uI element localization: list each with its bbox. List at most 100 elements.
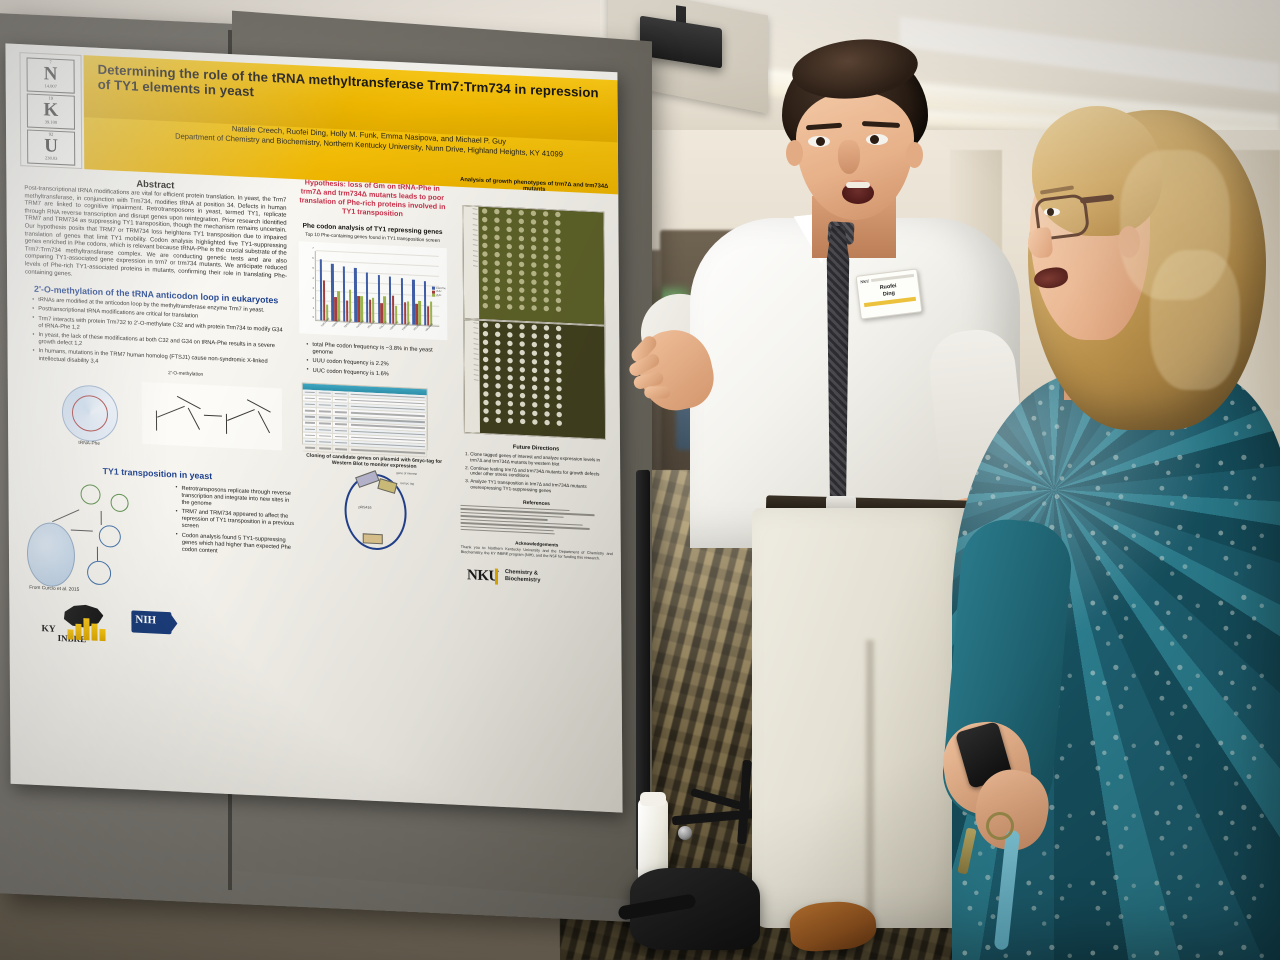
list-item: Codon analysis found 5 TY1-suppressing g… bbox=[177, 532, 295, 559]
poster-column-right: Analysis of growth phenotypes of trm7Δ a… bbox=[458, 177, 613, 598]
abstract-text: Post-transcriptional tRNA modifications … bbox=[24, 185, 287, 280]
table-cell bbox=[317, 445, 334, 452]
table-cell bbox=[332, 396, 349, 403]
plasmid-feature-marker bbox=[362, 533, 383, 544]
table-cell bbox=[302, 389, 317, 396]
chart-bar-group: YDR091C bbox=[331, 252, 342, 328]
chart-legend-item: UUC bbox=[431, 293, 446, 297]
plasmid-feature-label-2: 6xmyc tag bbox=[400, 480, 415, 486]
chart-bar-group: YBR136W bbox=[342, 252, 353, 329]
nih-logo: NIH bbox=[131, 610, 178, 635]
chart-bar-group: YNL271C bbox=[377, 254, 388, 330]
growth-plate-image-2: —— —— —— —— —— —— —— —— —— —— —— —— bbox=[463, 319, 606, 440]
phe-codon-bar-chart: 0 1 2 3 4 5 6 7 YGR198W YDR091C YBR136W YLR106C YKL2… bbox=[298, 241, 448, 344]
table-cell bbox=[302, 401, 317, 408]
methylation-bullets: tRNAs are modified at the anticodon loop… bbox=[33, 297, 287, 375]
table-cell bbox=[332, 421, 349, 428]
chart-bar-group: YGR198W bbox=[319, 251, 330, 328]
nku-cell-letter: U bbox=[44, 135, 59, 157]
poster-column-left: Abstract Post-transcriptional tRNA modif… bbox=[24, 172, 294, 659]
chart-legend-label: UUC bbox=[435, 293, 442, 297]
trna-figure-label: tRNA-Phe bbox=[78, 440, 101, 447]
table-cell bbox=[303, 444, 318, 451]
table-cell bbox=[333, 433, 350, 440]
table-cell bbox=[332, 409, 349, 416]
table-cell bbox=[316, 414, 333, 421]
visitor-eye bbox=[1044, 208, 1060, 216]
chart-y-tick: 7 bbox=[312, 246, 314, 251]
table-cell bbox=[332, 403, 349, 409]
table-cell bbox=[302, 426, 318, 433]
table-cell bbox=[316, 402, 333, 409]
nku-cell-letter: K bbox=[43, 99, 59, 121]
chart-y-tick: 1 bbox=[312, 305, 315, 310]
nku-cell-mass: 238.03 bbox=[45, 155, 58, 161]
presenter-ear-right bbox=[906, 142, 923, 168]
codon-notes: total Phe codon frequency is ~3.8% in th… bbox=[307, 342, 447, 381]
list-item: TRM7 and TRM734 appeared to affect the r… bbox=[177, 509, 295, 536]
presenter-nose bbox=[838, 140, 860, 174]
table-cell bbox=[332, 390, 349, 397]
chart-y-tick: 6 bbox=[312, 256, 314, 261]
nku-periodic-logo: 7 N 14.007 19 K 39.100 92 U 238.03 bbox=[19, 52, 83, 170]
table-cell bbox=[333, 446, 350, 453]
methylation-figure-label: 2'-O-methylation bbox=[168, 370, 204, 378]
table-cell bbox=[302, 420, 317, 427]
presenter-tie bbox=[826, 226, 850, 506]
poster-accent-bars bbox=[67, 613, 123, 642]
candidate-gene-table-figure bbox=[300, 382, 448, 457]
table-cell bbox=[317, 433, 334, 440]
ty1-lifecycle-diagram bbox=[26, 475, 167, 594]
table-cell bbox=[316, 427, 334, 433]
chart-bar-group: YKL203C bbox=[365, 253, 376, 330]
research-poster: 7 N 14.007 19 K 39.100 92 U 238.03 Deter… bbox=[5, 43, 623, 813]
nku-department-logo: NKU Chemistry & Biochemistry bbox=[461, 565, 613, 598]
poster-column-middle: Hypothesis: loss of Gm on tRNA-Phe in tr… bbox=[298, 177, 449, 552]
presenter-leg-seam bbox=[866, 640, 874, 930]
chart-y-tick: 2 bbox=[312, 295, 315, 300]
chart-y-tick: 0 bbox=[312, 315, 315, 320]
plate-strain-label: —— bbox=[473, 378, 479, 382]
plasmid-name-label: pRS416 bbox=[358, 504, 372, 510]
references-lines bbox=[460, 504, 612, 538]
list-item: Retrotransposons replicate through rever… bbox=[176, 485, 294, 512]
presenter-teeth bbox=[846, 182, 870, 188]
chart-y-tick: 3 bbox=[312, 285, 315, 290]
chart-legend: total Phe UUU UUC bbox=[431, 286, 446, 297]
nku-cell-letter: N bbox=[43, 63, 58, 85]
cell-outline bbox=[26, 521, 76, 588]
table-cell bbox=[303, 438, 318, 445]
table-cell bbox=[316, 408, 333, 415]
table-cell bbox=[332, 415, 349, 422]
chart-bar-group: YPL082C bbox=[412, 256, 422, 332]
plate-strain-label: —— bbox=[473, 264, 478, 268]
presenter-eye-right bbox=[866, 134, 888, 145]
table-cell bbox=[316, 389, 333, 396]
badge-org: NKU bbox=[860, 278, 870, 285]
gene-table bbox=[301, 382, 429, 457]
table-cell bbox=[303, 432, 318, 439]
growth-plate-image-1: —— —— —— —— —— —— —— —— —— —— —— —— bbox=[462, 204, 606, 326]
methylation-figure-row: 2'-O-methylation tRNA-Phe bbox=[26, 366, 289, 470]
chart-plot-area: 0 1 2 3 4 5 6 7 YGR198W YDR091C YBR136W YLR106C YKL2… bbox=[312, 246, 440, 332]
table-cell bbox=[317, 439, 334, 446]
plate-colony-grid bbox=[463, 206, 605, 325]
hypothesis-text: Hypothesis: loss of Gm on tRNA-Phe in tr… bbox=[299, 177, 446, 219]
table-cell bbox=[302, 413, 317, 420]
chart-y-tick: 4 bbox=[312, 275, 314, 280]
plate-strain-labels: —— —— —— —— —— —— —— —— —— —— —— —— bbox=[464, 320, 480, 433]
ty1-figure-row: Retrotransposons replicate through rever… bbox=[26, 475, 294, 605]
presenter-eye-left bbox=[808, 136, 830, 147]
table-cell bbox=[302, 407, 317, 414]
table-cell bbox=[302, 395, 317, 402]
ty1-bullets: Retrotransposons replicate through rever… bbox=[176, 485, 294, 561]
nku-cell-mass: 14.007 bbox=[44, 83, 57, 89]
presenter-name-badge: NKU Ruofei Ding bbox=[855, 268, 923, 320]
chart-y-tick: 5 bbox=[312, 266, 314, 271]
table-cell bbox=[333, 440, 350, 447]
water-bottle-cap bbox=[640, 792, 666, 806]
table-cell bbox=[332, 427, 350, 434]
plasmid-feature-label-1: gene of interest bbox=[396, 470, 417, 476]
chart-bar-group: YDR457W bbox=[388, 255, 400, 331]
